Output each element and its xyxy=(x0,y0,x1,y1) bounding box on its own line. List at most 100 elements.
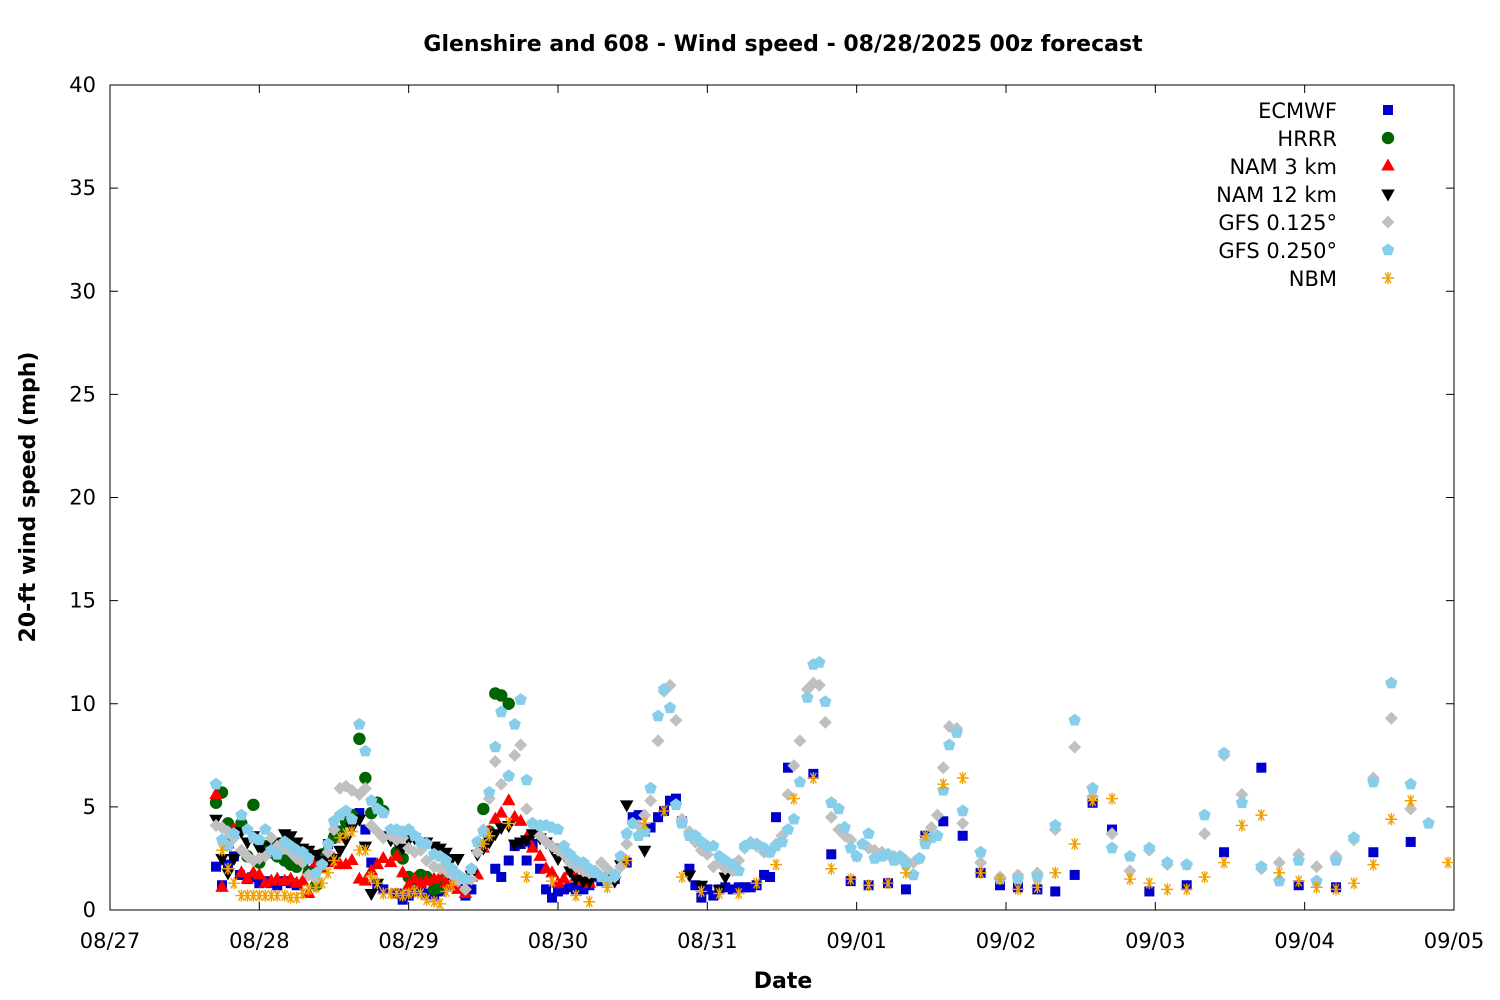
data-point xyxy=(1385,813,1398,826)
data-point xyxy=(371,877,384,890)
data-point xyxy=(1031,870,1044,883)
data-point xyxy=(1330,883,1343,896)
x-axis-label: Date xyxy=(754,969,813,994)
data-point xyxy=(259,823,272,835)
data-point xyxy=(695,885,708,898)
data-point xyxy=(546,875,559,888)
data-point xyxy=(564,882,575,893)
data-point xyxy=(669,798,683,811)
data-point xyxy=(345,812,359,825)
data-point xyxy=(521,855,532,866)
data-point xyxy=(638,817,651,830)
data-point xyxy=(1385,676,1398,689)
data-point xyxy=(434,897,447,910)
data-point xyxy=(1105,841,1119,854)
x-tick-label: 08/27 xyxy=(80,929,141,953)
data-point xyxy=(1180,883,1193,896)
data-point xyxy=(943,738,956,751)
data-point xyxy=(488,755,502,768)
data-point xyxy=(433,869,447,882)
data-point xyxy=(994,873,1007,886)
data-point xyxy=(345,853,359,865)
data-point xyxy=(1143,841,1156,854)
data-point xyxy=(893,849,907,862)
legend-label: NAM 3 km xyxy=(1229,155,1337,179)
data-point xyxy=(950,726,963,738)
legend-marker xyxy=(1381,243,1395,256)
data-point xyxy=(502,769,515,782)
data-point xyxy=(1367,775,1380,788)
data-point xyxy=(1255,860,1268,872)
data-point xyxy=(1217,746,1231,759)
data-point xyxy=(502,817,515,830)
data-point xyxy=(601,881,614,894)
data-point xyxy=(1405,836,1416,847)
data-point xyxy=(644,781,657,794)
data-point xyxy=(862,827,875,839)
data-point xyxy=(365,871,378,883)
data-point xyxy=(919,829,932,842)
data-point xyxy=(289,837,304,850)
x-tick-label: 09/02 xyxy=(976,929,1037,953)
data-point xyxy=(578,884,589,895)
y-tick-label: 15 xyxy=(69,589,96,613)
data-point xyxy=(614,860,628,874)
data-point xyxy=(209,777,223,790)
data-point xyxy=(525,840,540,853)
data-point xyxy=(956,772,969,784)
data-point xyxy=(1292,854,1305,866)
data-point xyxy=(333,831,346,844)
data-point xyxy=(1143,877,1156,890)
data-point xyxy=(899,866,912,879)
data-point xyxy=(931,829,944,841)
data-point xyxy=(759,869,770,880)
data-point xyxy=(420,893,433,906)
data-point xyxy=(1049,818,1062,831)
data-point xyxy=(553,886,563,897)
data-point xyxy=(1049,866,1062,879)
data-point xyxy=(358,873,373,886)
data-point xyxy=(545,865,559,878)
data-point xyxy=(333,845,347,858)
data-point xyxy=(290,891,303,904)
data-point xyxy=(1105,827,1119,841)
data-point xyxy=(570,884,581,895)
data-point xyxy=(458,882,472,896)
data-point xyxy=(844,873,857,886)
data-point xyxy=(215,879,229,892)
data-point xyxy=(862,879,875,892)
y-tick-label: 40 xyxy=(69,73,96,97)
legend-label: NBM xyxy=(1289,267,1337,291)
data-point xyxy=(302,851,315,864)
data-point xyxy=(956,804,969,817)
data-point xyxy=(739,882,750,893)
data-point xyxy=(974,856,988,870)
legend-label: GFS 0.125° xyxy=(1218,211,1337,235)
data-point xyxy=(376,850,391,863)
data-point xyxy=(938,816,949,827)
data-point xyxy=(1180,858,1193,870)
data-point xyxy=(718,872,733,885)
data-point xyxy=(1310,860,1324,874)
data-point xyxy=(626,816,639,829)
data-point xyxy=(451,853,465,866)
data-point xyxy=(899,858,913,870)
data-point xyxy=(547,892,558,903)
data-point xyxy=(825,796,838,808)
data-point xyxy=(1106,792,1119,805)
data-point xyxy=(328,854,340,867)
data-point xyxy=(620,854,633,867)
data-point xyxy=(520,802,534,816)
data-point xyxy=(765,872,776,882)
data-point xyxy=(1086,794,1099,807)
data-point xyxy=(838,821,851,833)
data-point xyxy=(657,682,671,695)
series-nbm xyxy=(216,772,1455,910)
x-tick-label: 09/04 xyxy=(1274,929,1335,953)
data-point xyxy=(519,835,534,848)
data-point xyxy=(271,847,284,860)
data-point xyxy=(353,732,366,746)
data-point xyxy=(402,887,415,900)
data-point xyxy=(209,787,223,799)
